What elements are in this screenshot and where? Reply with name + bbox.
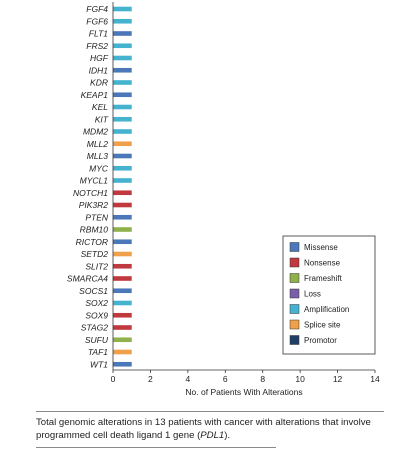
bar-mycl1 [113, 178, 132, 183]
caption-text-before: Total genomic alterations in 13 patients… [36, 417, 371, 441]
bar-fgf6 [113, 18, 132, 24]
x-axis: 0 2 4 6 8 10 12 14 [111, 369, 380, 384]
legend-swatch-frameshift [289, 273, 300, 283]
gene-label-smarca4: SMARCA4 [67, 274, 108, 284]
legend-label-splice-site: Splice site [304, 321, 341, 330]
legend-swatch-nonsense [289, 257, 300, 268]
bar-pten [113, 214, 132, 220]
gene-label-mll3: MLL3 [87, 151, 109, 161]
bar-rictor [113, 239, 132, 245]
gene-label-sox2: SOX2 [85, 298, 108, 308]
legend-label-nonsense: Nonsense [304, 259, 341, 268]
gene-label-mll2: MLL2 [87, 139, 109, 149]
bar-stag2 [113, 325, 132, 330]
bar-kdr [113, 80, 132, 85]
bar-idh1 [113, 67, 132, 73]
gene-label-frs2: FRS2 [86, 41, 108, 51]
legend-swatch-promotor [289, 335, 300, 345]
caption-gene: PDL1 [200, 430, 225, 441]
x-tick-label: 0 [111, 374, 116, 384]
gene-label-idh1: IDH1 [89, 65, 109, 75]
gene-label-pten: PTEN [85, 212, 109, 222]
legend-swatch-splice-site [289, 319, 300, 330]
gene-label-myc: MYC [89, 163, 109, 173]
legend-swatch-amplification [289, 304, 300, 314]
gene-label-rbm10: RBM10 [80, 225, 109, 235]
gene-label-stag2: STAG2 [81, 323, 109, 333]
legend-label-missense: Missense [304, 243, 338, 252]
gene-label-kit: KIT [95, 114, 109, 124]
bar-frs2 [113, 43, 132, 49]
gene-label-rictor: RICTOR [76, 237, 108, 247]
bar-slit2 [113, 263, 132, 269]
gene-label-setd2: SETD2 [81, 249, 109, 259]
gene-label-keap1: KEAP1 [81, 90, 109, 100]
gene-label-kel: KEL [92, 102, 108, 112]
gene-label-mycl1: MYCL1 [80, 176, 109, 186]
bar-socs1 [113, 288, 132, 294]
gene-label-hgf: HGF [90, 53, 109, 63]
bar-myc [113, 165, 132, 171]
legend-label-loss: Loss [304, 290, 321, 299]
gene-label-pik3r2: PIK3R2 [79, 200, 109, 210]
bar-mdm2 [113, 129, 132, 134]
x-tick-label: 2 [148, 374, 153, 384]
gene-label-fgf6: FGF6 [86, 16, 108, 26]
x-tick-label: 4 [185, 374, 190, 384]
gene-label-kdr: KDR [90, 78, 108, 88]
bar-kel [113, 104, 132, 110]
gene-label-wt1: WT1 [90, 359, 108, 369]
bar-flt1 [113, 31, 132, 36]
bar-sox9 [113, 312, 132, 318]
plot-area: FGF4 FGF6 FLT1 FRS2 HGF IDH1 KDR KEAP1 KEL KIT MDM… [67, 2, 132, 370]
bar-chart: FGF4 FGF6 FLT1 FRS2 HGF IDH1 KDR KEAP1 KEL KIT MDM… [67, 2, 380, 397]
bar-smarca4 [113, 276, 132, 281]
legend-swatch-loss [289, 288, 300, 299]
gene-label-taf1: TAF1 [88, 347, 108, 357]
bar-notch1 [113, 190, 132, 196]
x-tick-label: 12 [333, 374, 343, 384]
bar-keap1 [113, 92, 132, 98]
gene-label-mdm2: MDM2 [83, 127, 108, 137]
caption-bottom-rule [36, 447, 276, 448]
bar-pik3r2 [113, 202, 132, 208]
bar-mll2 [113, 141, 132, 147]
caption-top-rule [36, 411, 384, 412]
bar-mll3 [113, 153, 132, 159]
gene-label-flt1: FLT1 [89, 29, 108, 39]
legend-label-promotor: Promotor [304, 336, 337, 345]
bar-hgf [113, 55, 132, 61]
legend-label-frameshift: Frameshift [304, 274, 343, 283]
caption-text-after: ). [224, 430, 231, 441]
x-tick-label: 8 [260, 374, 265, 384]
gene-label-sufu: SUFU [85, 335, 109, 345]
legend-swatch-missense [289, 242, 300, 252]
gene-label-slit2: SLIT2 [85, 261, 108, 271]
x-tick-label: 14 [370, 374, 380, 384]
gene-label-fgf4: FGF4 [86, 4, 108, 14]
bar-sufu [113, 337, 132, 343]
legend: Missense Nonsense Frameshift Loss Amplificat… [282, 235, 376, 355]
gene-label-notch1: NOTCH1 [73, 188, 108, 198]
bar-fgf4 [113, 6, 132, 12]
bar-setd2 [113, 251, 132, 257]
bar-wt1 [113, 361, 132, 367]
bar-rbm10 [113, 227, 132, 232]
x-axis-label: No. of Patients With Alterations [185, 387, 302, 397]
gene-label-socs1: SOCS1 [79, 286, 108, 296]
x-tick-label: 10 [295, 374, 305, 384]
figure-caption: Total genomic alterations in 13 patients… [36, 416, 386, 442]
bar-kit [113, 116, 132, 122]
x-tick-label: 6 [223, 374, 228, 384]
bar-taf1 [113, 349, 132, 355]
gene-label-sox9: SOX9 [85, 310, 108, 320]
bar-sox2 [113, 300, 132, 306]
legend-box [282, 235, 376, 355]
legend-label-amplification: Amplification [304, 305, 349, 314]
